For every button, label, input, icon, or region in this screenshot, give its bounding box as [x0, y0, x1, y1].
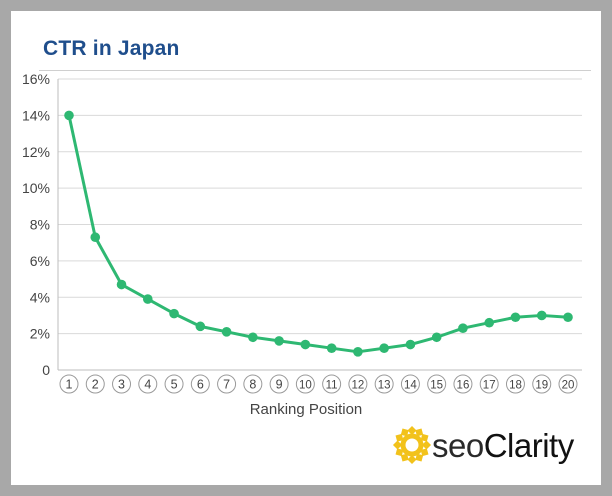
x-tick-label: 17 [483, 380, 496, 392]
title-divider [39, 70, 591, 71]
x-tick-badge [532, 374, 552, 394]
y-tick-label: 6% [30, 253, 50, 269]
y-tick-label: 10% [22, 180, 50, 196]
sun-gear-icon [392, 425, 432, 465]
data-point [353, 347, 363, 357]
x-tick-badge [505, 374, 525, 394]
x-tick-label: 19 [535, 380, 548, 392]
data-point [274, 336, 284, 346]
x-tick-badge [322, 374, 342, 394]
x-axis-label: Ranking Position [249, 401, 363, 418]
x-tick-badge [85, 374, 105, 394]
data-point [248, 332, 258, 343]
x-tick-label: 7 [223, 378, 230, 392]
ctr-line [67, 115, 569, 354]
x-tick-badge [190, 374, 210, 394]
x-tick-label: 2 [92, 378, 99, 392]
data-point [221, 327, 232, 337]
x-tick-badge [112, 374, 132, 394]
data-point [510, 312, 521, 323]
x-tick-badge [400, 374, 420, 394]
chart-title: CTR in Japan [43, 37, 180, 60]
data-point [379, 343, 389, 353]
data-point [536, 310, 547, 321]
data-point [300, 339, 311, 350]
x-tick-label: 16 [457, 380, 470, 392]
y-tick-label: 8% [30, 217, 50, 233]
x-tick-badge [374, 374, 394, 394]
x-tick-badge [453, 374, 473, 394]
data-point [142, 294, 153, 304]
data-point [484, 317, 495, 328]
x-tick-badge [59, 374, 79, 394]
x-tick-label: 11 [326, 380, 338, 392]
data-point [169, 308, 179, 319]
x-tick-label: 13 [378, 380, 391, 392]
x-tick-label: 14 [404, 380, 417, 392]
data-point [90, 232, 101, 243]
x-tick-badge [269, 374, 289, 394]
x-tick-badge [164, 374, 184, 394]
y-tick-label: 12% [22, 144, 50, 160]
x-tick-badge [243, 374, 263, 394]
x-tick-label: 15 [430, 380, 443, 392]
x-tick-label: 18 [509, 380, 522, 392]
y-tick-label: 0 [42, 362, 50, 378]
y-tick-label: 2% [30, 326, 50, 342]
y-tick-label: 14% [22, 107, 50, 123]
data-point [64, 110, 74, 121]
y-tick-label: 4% [30, 289, 50, 305]
x-tick-label: 3 [118, 378, 125, 392]
logo-suffix: Clarity [483, 426, 575, 464]
x-tick-label: 9 [276, 378, 283, 392]
x-tick-label: 8 [249, 378, 256, 392]
x-tick-label: 1 [66, 378, 73, 392]
x-tick-label: 4 [144, 378, 151, 392]
y-tick-label: 16% [22, 71, 50, 87]
x-tick-badge [348, 374, 368, 394]
x-tick-label: 6 [197, 378, 204, 392]
x-tick-label: 10 [299, 380, 312, 392]
x-tick-badge [217, 374, 237, 394]
x-tick-label: 12 [351, 380, 364, 392]
x-tick-label: 20 [562, 380, 575, 392]
data-point [195, 321, 206, 332]
data-point [326, 343, 337, 353]
data-point [563, 312, 573, 323]
x-axis-ticks: 1 2 3 4 5 6 7 8 9 10 11 12 13 14 15 16 17 18 19 20 [59, 374, 578, 394]
data-point [431, 332, 442, 343]
y-axis-ticks: 0 2% 4% 6% 8% 10% 12% 14% 16% [22, 71, 50, 378]
data-point [405, 339, 416, 350]
gridlines [57, 78, 582, 371]
ctr-series [64, 110, 573, 357]
data-point [116, 279, 127, 290]
x-tick-badge [295, 374, 315, 394]
seoclarity-logo: seoClarity [392, 424, 574, 466]
x-tick-label: 5 [171, 378, 178, 392]
x-tick-badge [558, 374, 578, 394]
data-point [458, 323, 468, 333]
logo-prefix: seo [432, 426, 484, 464]
x-tick-badge [138, 374, 158, 394]
x-tick-badge [479, 374, 499, 394]
x-tick-badge [427, 374, 447, 394]
